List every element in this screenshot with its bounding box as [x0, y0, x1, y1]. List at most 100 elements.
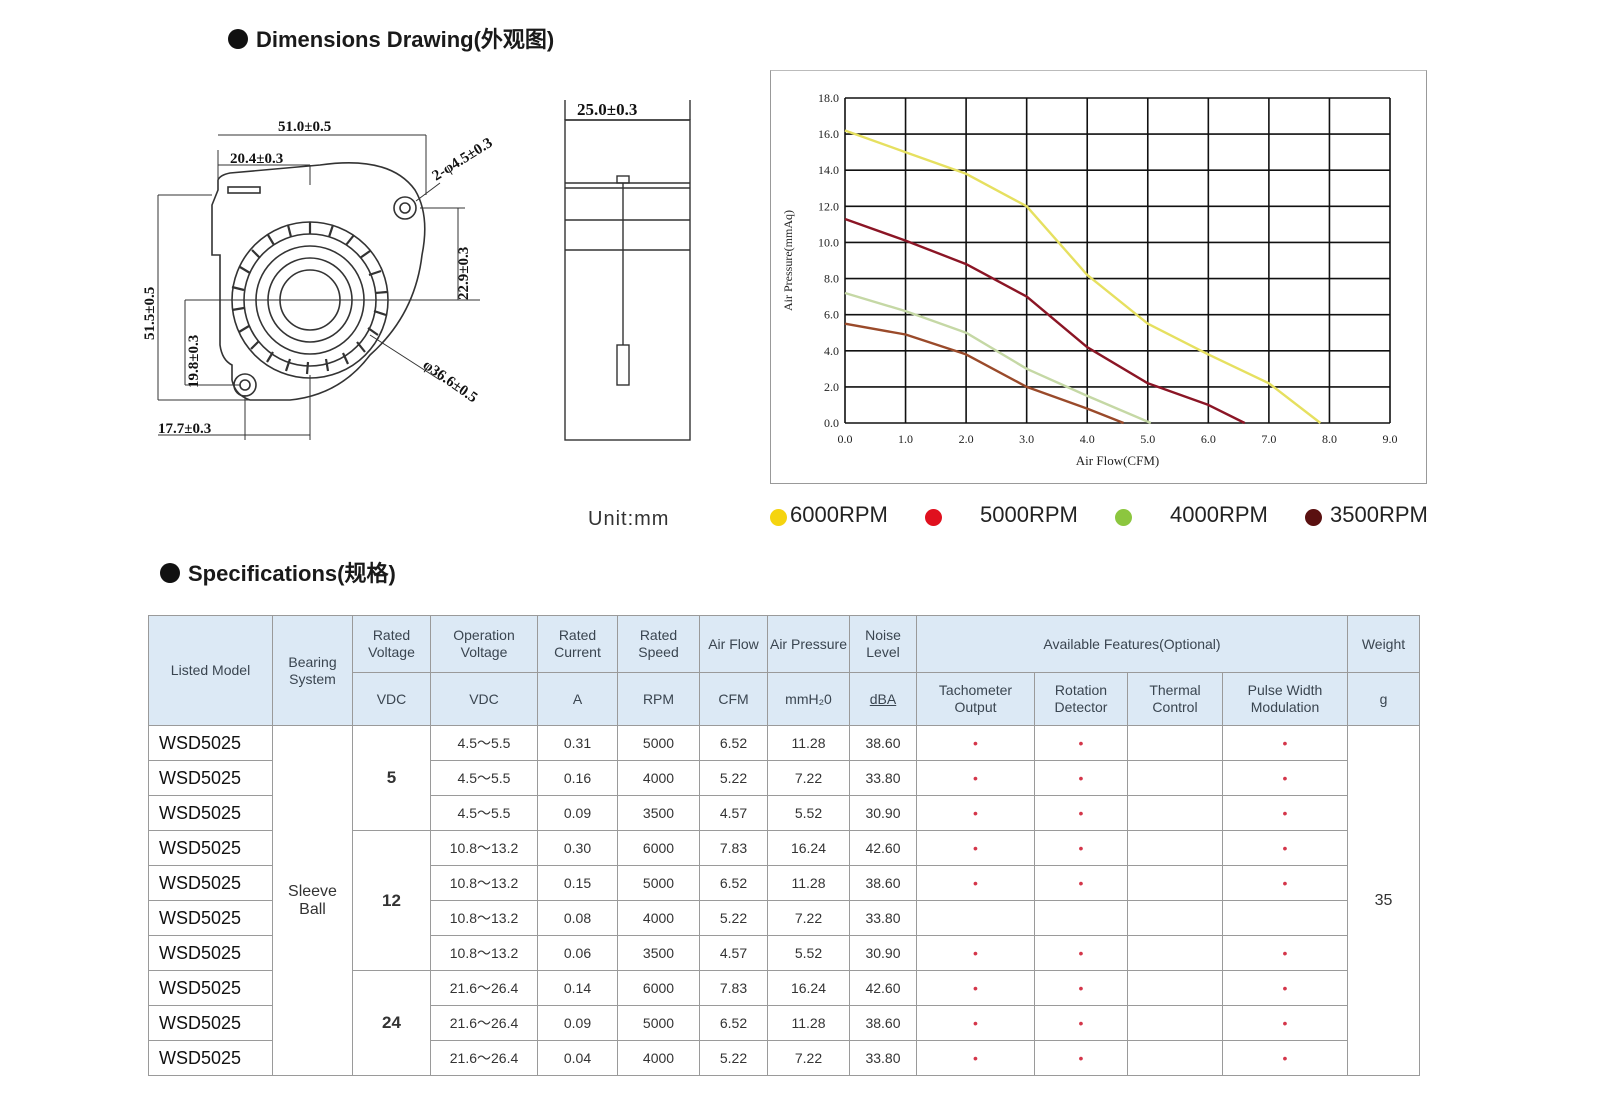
feature-marker: • — [1078, 840, 1084, 856]
header-weight: Weight — [1347, 615, 1420, 673]
unit-rated-current: A — [537, 672, 618, 726]
cell-model: WSD5025 — [148, 1040, 273, 1076]
dim-height-offset: 22.9±0.3 — [456, 247, 472, 300]
y-tick-label: 10.0 — [818, 235, 839, 249]
cell-thermal — [1127, 900, 1223, 936]
cell-operation-voltage: 21.6～26.4 — [430, 1005, 538, 1041]
feature-marker: • — [973, 1015, 978, 1031]
header-noise: Noise Level — [849, 615, 917, 673]
feature-marker: • — [973, 945, 978, 961]
unit-rated-voltage: VDC — [352, 672, 431, 726]
cell-rated-current: 0.09 — [537, 795, 618, 831]
x-axis-label: Air Flow(CFM) — [1076, 453, 1159, 468]
x-tick-label: 3.0 — [1019, 432, 1034, 446]
cell-rated-speed: 4000 — [617, 1040, 700, 1076]
cell-pwm: • — [1222, 795, 1348, 831]
cell-model: WSD5025 — [148, 900, 273, 936]
legend-label-4000: 4000RPM — [1170, 502, 1268, 527]
feature-marker: • — [1282, 840, 1288, 856]
cell-operation-voltage: 21.6～26.4 — [430, 1040, 538, 1076]
y-tick-label: 18.0 — [818, 91, 839, 105]
header-air-pressure: Air Pressure — [767, 615, 850, 673]
cell-rated-current: 0.14 — [537, 970, 618, 1006]
cell-operation-voltage: 21.6～26.4 — [430, 970, 538, 1006]
cell-air-flow: 6.52 — [699, 865, 768, 901]
x-tick-label: 1.0 — [898, 432, 913, 446]
cell-thermal — [1127, 830, 1223, 866]
cell-model: WSD5025 — [148, 725, 273, 761]
header-model: Listed Model — [148, 615, 273, 726]
header-air-flow: Air Flow — [699, 615, 768, 673]
spec-table-body: WSD5025 Sleeve Ball 5 4.5～5.5 0.31 5000 6.52 11… — [148, 725, 1420, 1076]
cell-tacho: • — [916, 970, 1035, 1006]
cell-noise: 33.80 — [849, 760, 917, 796]
feature-marker: • — [1282, 770, 1288, 786]
cell-tacho: • — [916, 865, 1035, 901]
cell-operation-voltage: 4.5～5.5 — [430, 725, 538, 761]
cell-air-pressure: 7.22 — [767, 1040, 850, 1076]
cell-air-pressure: 7.22 — [767, 900, 850, 936]
table-row: WSD5025 10.8～13.2 0.15 5000 6.52 11.28 38.60 • •… — [148, 865, 1420, 901]
cell-air-flow: 4.57 — [699, 795, 768, 831]
cell-air-pressure: 5.52 — [767, 795, 850, 831]
cell-rated-speed: 4000 — [617, 760, 700, 796]
series-line-5000rpm — [844, 217, 1246, 425]
header-rated-current: Rated Current — [537, 615, 618, 673]
cell-rotation: • — [1034, 830, 1128, 866]
cell-rotation: • — [1034, 1005, 1128, 1041]
header-rated-voltage: Rated Voltage — [352, 615, 431, 673]
cell-rated-current: 0.15 — [537, 865, 618, 901]
cell-air-flow: 7.83 — [699, 970, 768, 1006]
feature-marker: • — [973, 735, 978, 751]
header-tacho: Tachometer Output — [916, 672, 1035, 726]
cell-noise: 30.90 — [849, 795, 917, 831]
y-tick-label: 12.0 — [818, 199, 839, 213]
cell-air-pressure: 16.24 — [767, 830, 850, 866]
table-row: WSD5025 Sleeve Ball 5 4.5～5.5 0.31 5000 6.52 11… — [148, 725, 1420, 1076]
cell-operation-voltage: 4.5～5.5 — [430, 760, 538, 796]
x-tick-label: 6.0 — [1201, 432, 1216, 446]
cell-air-flow: 6.52 — [699, 725, 768, 761]
cell-rotation: • — [1034, 725, 1128, 761]
cell-rotation: • — [1034, 760, 1128, 796]
y-tick-label: 14.0 — [818, 163, 839, 177]
feature-marker: • — [973, 805, 978, 821]
unit-noise: dBA — [849, 672, 917, 726]
cell-air-flow: 7.83 — [699, 830, 768, 866]
feature-marker: • — [1282, 875, 1288, 891]
cell-bearing: Sleeve Ball — [272, 725, 353, 1076]
cell-thermal — [1127, 795, 1223, 831]
feature-marker: • — [973, 875, 978, 891]
feature-marker: • — [1282, 980, 1288, 996]
unit-air-flow: CFM — [699, 672, 768, 726]
front-view-drawing: 51.0±0.5 20.4±0.3 2-φ4.5±0.3 22.9±0.3 51… — [142, 119, 495, 440]
cell-rated-voltage: 24 — [352, 970, 431, 1076]
cell-rotation: • — [1034, 795, 1128, 831]
cell-air-pressure: 7.22 — [767, 760, 850, 796]
cell-operation-voltage: 10.8～13.2 — [430, 830, 538, 866]
unit-label: Unit:mm — [588, 508, 670, 530]
cell-noise: 38.60 — [849, 725, 917, 761]
unit-operation-voltage: VDC — [430, 672, 538, 726]
cell-tacho: • — [916, 1005, 1035, 1041]
cell-noise: 33.80 — [849, 1040, 917, 1076]
cell-rated-speed: 4000 — [617, 900, 700, 936]
feature-marker: • — [1078, 805, 1084, 821]
header-features: Available Features(Optional) — [916, 615, 1348, 673]
feature-marker: • — [1078, 875, 1084, 891]
dim-outlet-diameter: φ36.6±0.5 — [420, 357, 480, 406]
series-line-3500rpm — [844, 322, 1125, 425]
cell-rated-speed: 3500 — [617, 795, 700, 831]
header-thermal: Thermal Control — [1127, 672, 1223, 726]
feature-marker: • — [1282, 805, 1288, 821]
pq-chart-frame — [770, 70, 1427, 484]
legend-dot-6000 — [770, 509, 787, 526]
cell-air-flow: 4.57 — [699, 935, 768, 971]
cell-air-pressure: 11.28 — [767, 1005, 850, 1041]
bullet-icon — [228, 29, 248, 49]
cell-pwm: • — [1222, 1005, 1348, 1041]
feature-marker: • — [1282, 1050, 1288, 1066]
cell-rotation: • — [1034, 935, 1128, 971]
x-tick-label: 5.0 — [1140, 432, 1155, 446]
cell-air-flow: 5.22 — [699, 1040, 768, 1076]
